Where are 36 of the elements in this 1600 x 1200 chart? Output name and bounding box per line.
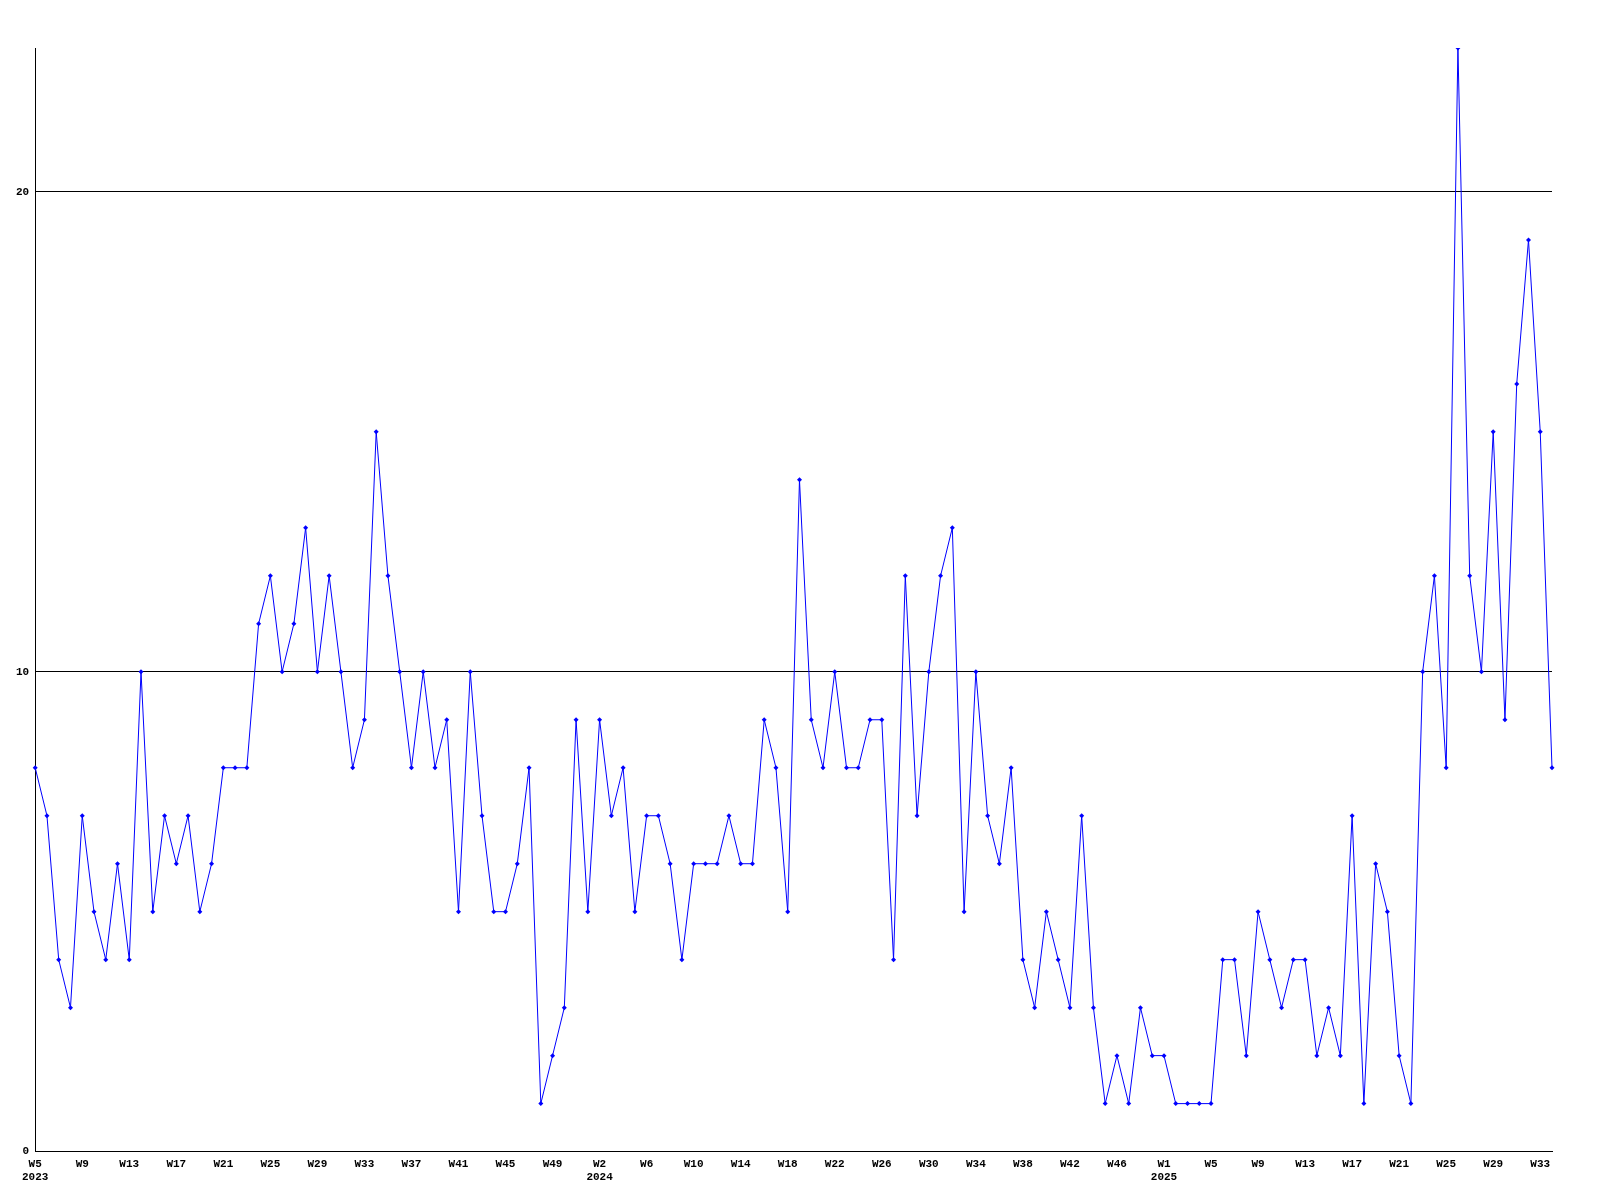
x-tick-label: W5 2023 [22,1157,49,1184]
x-tick-label: W34 [965,1157,987,1170]
x-tick-label: W21 [1389,1157,1410,1170]
x-tick-label: W10 [683,1157,704,1170]
x-tick-label: W29 [307,1157,328,1170]
x-tick-label: W41 [448,1157,469,1170]
x-tick-label: W13 [1295,1157,1316,1170]
x-tick-label: W25 [260,1157,281,1170]
x-tick-label: W13 [119,1157,140,1170]
y-tick-label: 20 [16,185,30,198]
x-tick-label: W9 [75,1157,89,1170]
x-tick-label: W6 [640,1157,654,1170]
x-tick-label: W33 [354,1157,375,1170]
x-tick-label: W18 [777,1157,799,1170]
x-tick-label: W21 [213,1157,234,1170]
x-tick-label: W17 [166,1157,187,1170]
x-tick-label: W26 [871,1157,892,1170]
x-tick-label: W25 [1436,1157,1457,1170]
x-tick-label: W1 2025 [1150,1157,1178,1184]
x-tick-label: W5 [1204,1157,1219,1170]
x-tick-label: W49 [542,1157,563,1170]
x-tick-label: W2 2024 [586,1157,614,1184]
x-tick-label: W9 [1251,1157,1265,1170]
x-tick-label: W22 [824,1157,845,1170]
x-tick-label: W30 [918,1157,939,1170]
x-tick-label: W33 [1530,1157,1551,1170]
y-tick-label: 0 [22,1145,30,1158]
x-tick-label: W42 [1060,1157,1080,1170]
x-tick-label: W38 [1012,1157,1034,1170]
x-tick-label: W46 [1107,1157,1127,1170]
y-tick-label: 10 [16,665,30,678]
x-tick-label: W37 [401,1157,422,1170]
x-tick-label: W29 [1483,1157,1504,1170]
x-tick-label: W45 [495,1157,516,1170]
x-tick-label: W14 [730,1157,751,1170]
x-tick-label: W17 [1342,1157,1363,1170]
